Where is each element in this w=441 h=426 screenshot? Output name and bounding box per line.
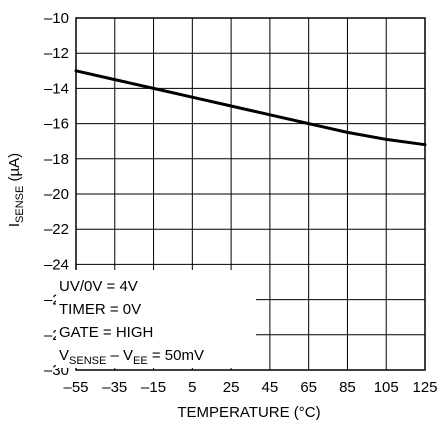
x-tick-label: –15 [141, 379, 166, 396]
y-tick-label: –10 [44, 10, 69, 27]
y-axis-label-sub: SENSE [14, 186, 26, 223]
x-tick-label: 25 [223, 379, 240, 396]
y-tick-label: –22 [44, 221, 69, 238]
x-tick-label: 85 [339, 379, 356, 396]
x-tick-label: –55 [63, 379, 88, 396]
y-tick-label: –18 [44, 151, 69, 168]
condition-vee-sub: EE [133, 355, 148, 367]
isense-curve [74, 69, 427, 147]
condition-vsense-mid: – V [106, 347, 133, 364]
y-axis-label-unit: (µA) [6, 153, 23, 186]
y-tick-label: –14 [44, 80, 69, 97]
y-tick-label: –12 [44, 45, 69, 62]
y-tick-label: –20 [44, 186, 69, 203]
condition-vsense-value: = 50mV [148, 347, 204, 364]
tick-labels: –55 –35 –15 5 25 45 65 85 105 125 –10 –12 –14 –16 –18 –… [44, 10, 438, 396]
series-layer [74, 69, 427, 147]
x-tick-label: 125 [412, 379, 437, 396]
test-conditions: UV/0V = 4V TIMER = 0V GATE = HIGH VSENSE… [56, 270, 256, 368]
conditions-mask [56, 270, 256, 368]
y-axis-label-main: I [6, 223, 23, 227]
y-tick-label: –16 [44, 116, 69, 133]
x-tick-label: 5 [188, 379, 196, 396]
condition-vsense: VSENSE – VEE = 50mV [59, 347, 204, 367]
condition-vsense-sub: SENSE [69, 355, 106, 367]
y-axis-label: ISENSE (µA) [6, 153, 26, 227]
condition-timer: TIMER = 0V [59, 301, 141, 318]
x-tick-label: –35 [102, 379, 127, 396]
grid [75, 17, 426, 371]
condition-vsense-v: V [59, 347, 69, 364]
x-tick-label: 65 [300, 379, 317, 396]
x-axis-label: TEMPERATURE (°C) [177, 404, 320, 421]
plot-frame [75, 17, 426, 371]
x-tick-label: 105 [374, 379, 399, 396]
condition-uv-ov: UV/0V = 4V [59, 278, 138, 295]
x-tick-label: 45 [262, 379, 279, 396]
y-tick-label: –24 [44, 256, 69, 273]
condition-gate: GATE = HIGH [59, 324, 153, 341]
